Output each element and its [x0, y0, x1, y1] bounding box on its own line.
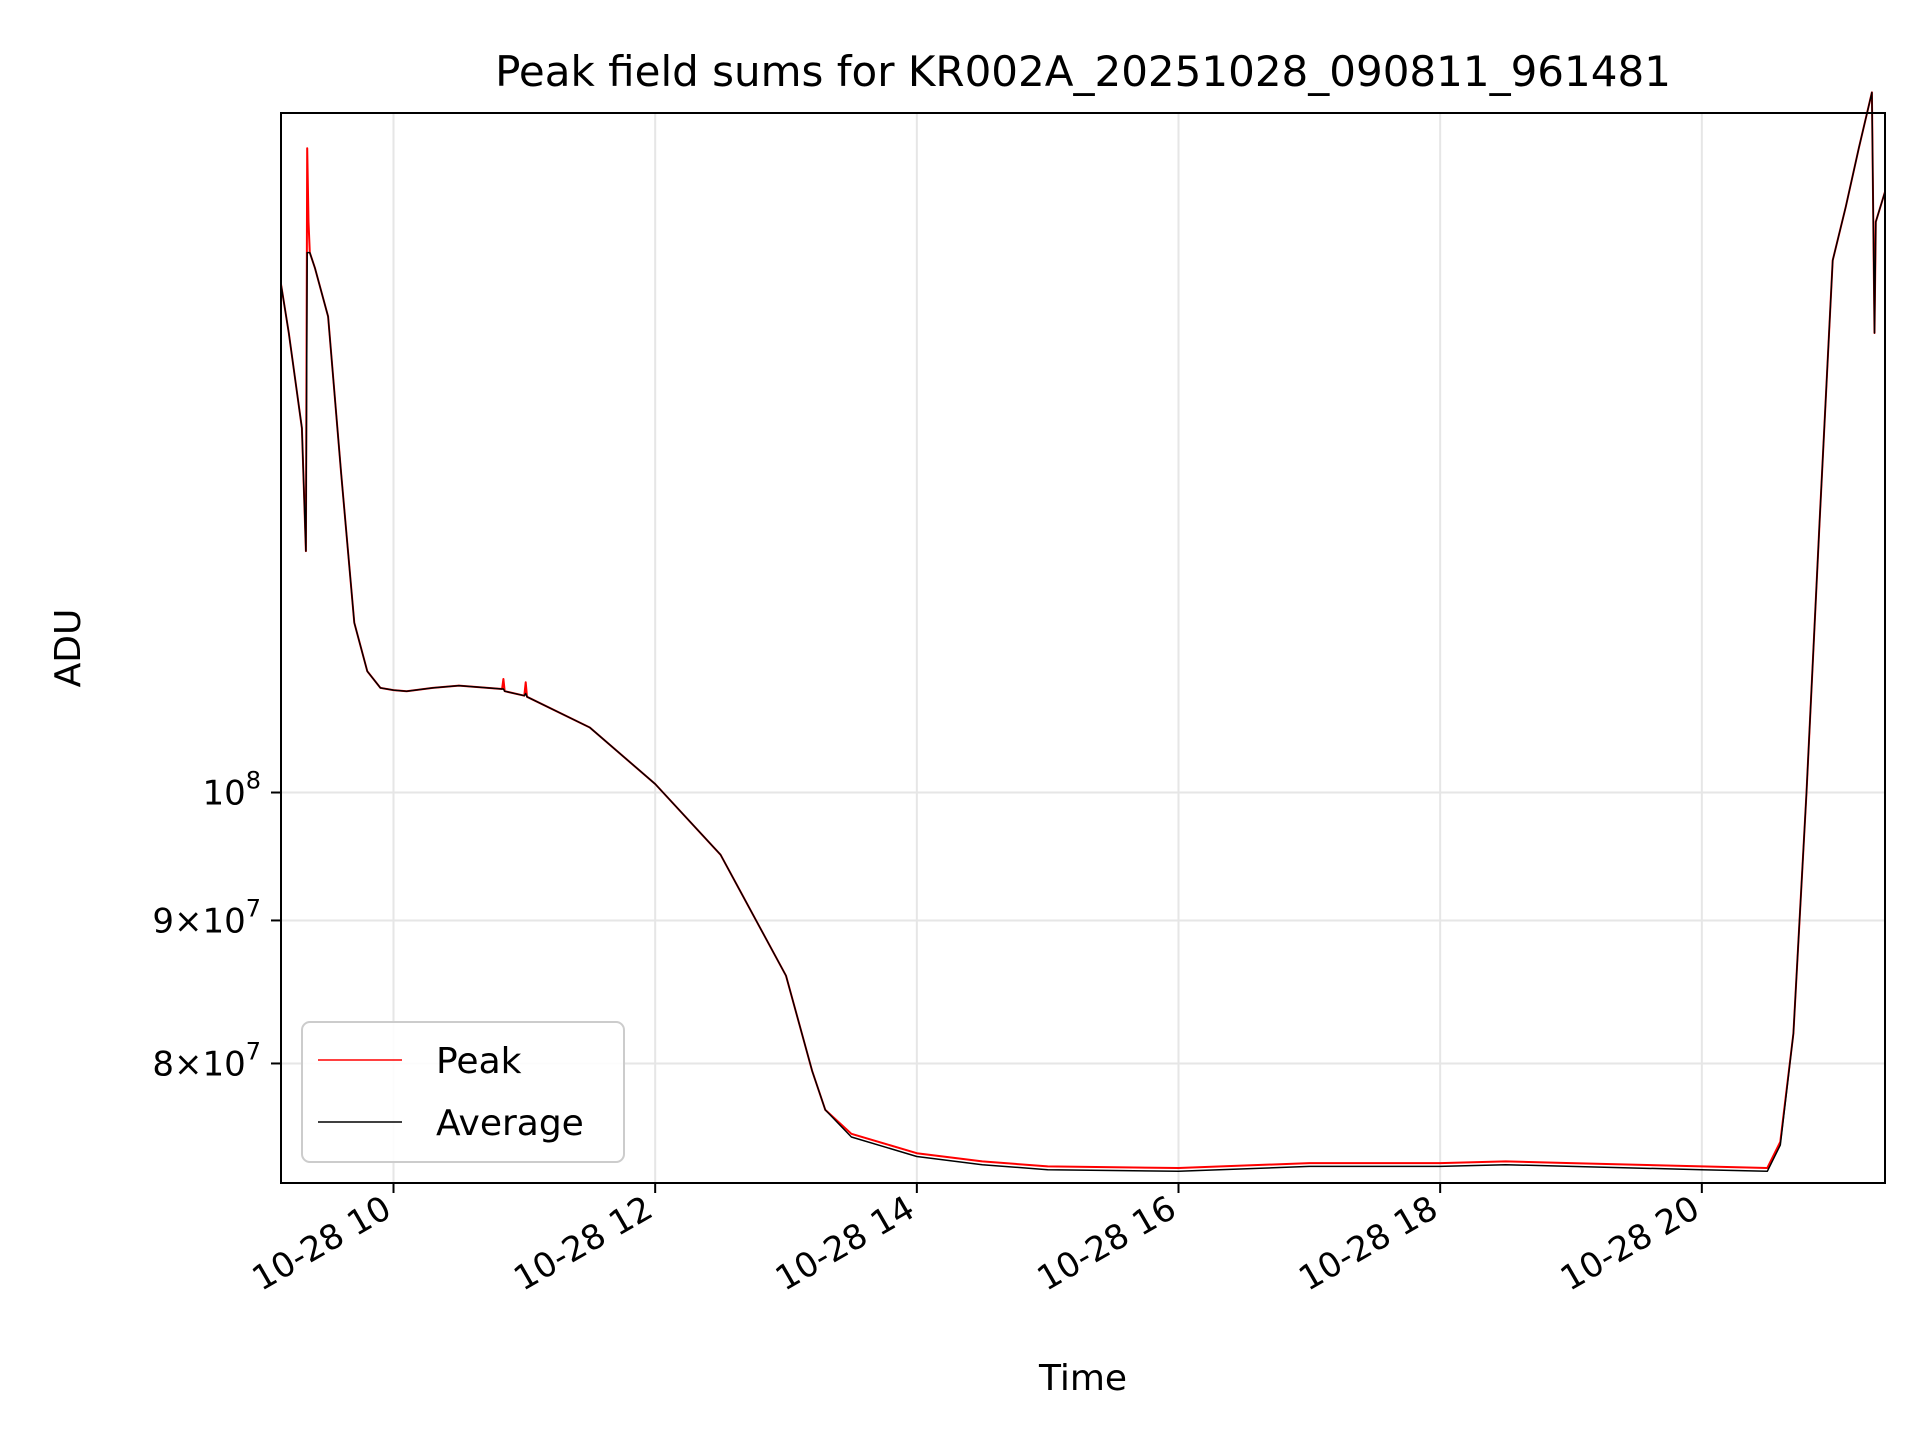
- legend: Peak Average: [301, 1021, 625, 1163]
- grid: [281, 113, 1885, 1183]
- legend-average-label: Average: [436, 1103, 584, 1144]
- y-tick-label: 8×107: [152, 1037, 261, 1084]
- chart-title: Peak field sums for KR002A_20251028_0908…: [495, 47, 1671, 96]
- legend-box: [301, 1021, 625, 1163]
- y-axis: 8×107 9×107 108: [152, 767, 281, 1084]
- x-axis-label: Time: [1038, 1358, 1127, 1399]
- plot-frame: [280, 112, 1886, 1184]
- legend-peak-label: Peak: [436, 1041, 522, 1082]
- y-tick-label: 108: [202, 767, 261, 814]
- series-average-line: [280, 91, 1886, 1173]
- y-axis-label: ADU: [48, 609, 89, 688]
- series-layer: [280, 91, 1886, 1173]
- y-tick-label: 9×107: [152, 894, 261, 941]
